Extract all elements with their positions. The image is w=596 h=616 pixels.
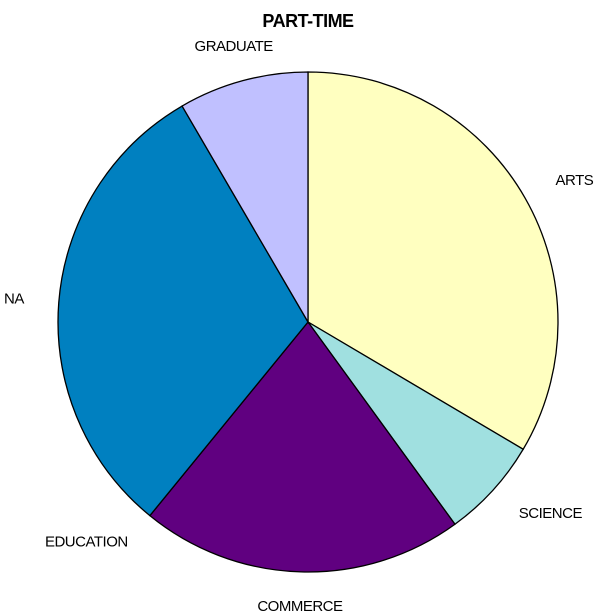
pie-slice — [57, 105, 309, 517]
slice-label: NA — [4, 291, 24, 308]
pie-slice — [148, 320, 456, 573]
pie-slice — [181, 71, 309, 325]
chart-title: PART-TIME — [262, 11, 354, 31]
pie-slice — [307, 71, 559, 451]
slice-label: SCIENCE — [519, 505, 583, 522]
slice-label: ARTS — [556, 172, 594, 189]
slice-label: COMMERCE — [257, 598, 343, 615]
slice-label: EDUCATION — [45, 534, 128, 551]
slice-label: GRADUATE — [195, 38, 274, 55]
